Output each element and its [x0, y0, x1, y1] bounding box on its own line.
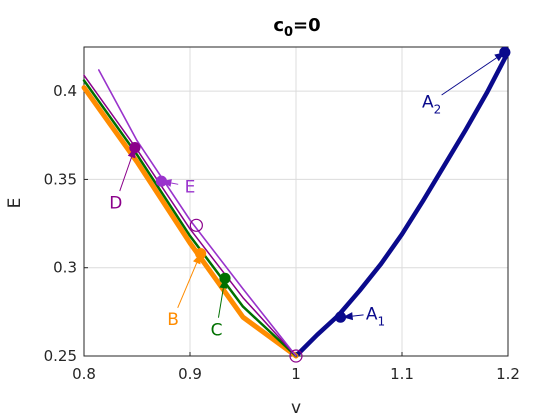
x-tick-label: 1.1 — [390, 365, 414, 383]
y-tick-label: 0.4 — [53, 82, 77, 100]
markers-group — [129, 46, 511, 363]
series-group — [81, 50, 511, 359]
annotation-c-arrowhead — [219, 278, 228, 289]
annotation-a2-label: A2 — [422, 93, 441, 117]
marker-open-1 — [189, 218, 203, 232]
annotation-d-label: D — [109, 193, 122, 213]
y-tick-label: 0.3 — [53, 259, 77, 277]
annotation-d-arrow — [119, 156, 133, 192]
series-d-line — [83, 74, 297, 357]
annotation-e-arrow — [171, 182, 179, 185]
annotation-a2-arrow — [441, 57, 497, 96]
x-tick-label: 1.2 — [496, 365, 520, 383]
series-e-line — [98, 69, 297, 357]
series-b-line — [81, 85, 299, 359]
y-axis-label: E — [5, 198, 25, 209]
annotation-a1-arrowhead — [342, 312, 353, 321]
x-tick-label: 0.9 — [178, 365, 202, 383]
annotations-group: A1 A2 B C D E — [109, 52, 505, 341]
marker-open-2 — [289, 349, 303, 363]
axis-ticks: 0.8 0.9 1 1.1 1.2 0.25 0.3 0.35 0.4 — [44, 82, 520, 383]
annotation-a1-label: A1 — [366, 305, 385, 329]
annotation-b-arrowhead — [193, 253, 201, 265]
annotation-c-label: C — [211, 321, 223, 341]
annotation-b-arrow — [177, 262, 198, 309]
annotation-b-label: B — [167, 310, 179, 330]
y-tick-label: 0.35 — [44, 170, 77, 188]
annotation-c-arrow — [217, 288, 224, 318]
y-tick-label: 0.25 — [44, 347, 77, 365]
marker-b — [195, 247, 207, 260]
annotation-e-arrowhead — [161, 179, 172, 187]
x-tick-label: 1 — [291, 365, 301, 383]
series-a-line — [293, 50, 511, 359]
series-c-line — [82, 79, 298, 358]
annotation-d-arrowhead — [127, 147, 136, 159]
annotation-e-label: E — [185, 177, 196, 197]
x-tick-label: 0.8 — [72, 365, 96, 383]
x-axis-label: v — [291, 398, 301, 418]
annotation-a2-arrowhead — [494, 52, 505, 62]
annotation-a1-arrow — [352, 314, 364, 317]
chart-title: c0=0 — [273, 15, 320, 40]
